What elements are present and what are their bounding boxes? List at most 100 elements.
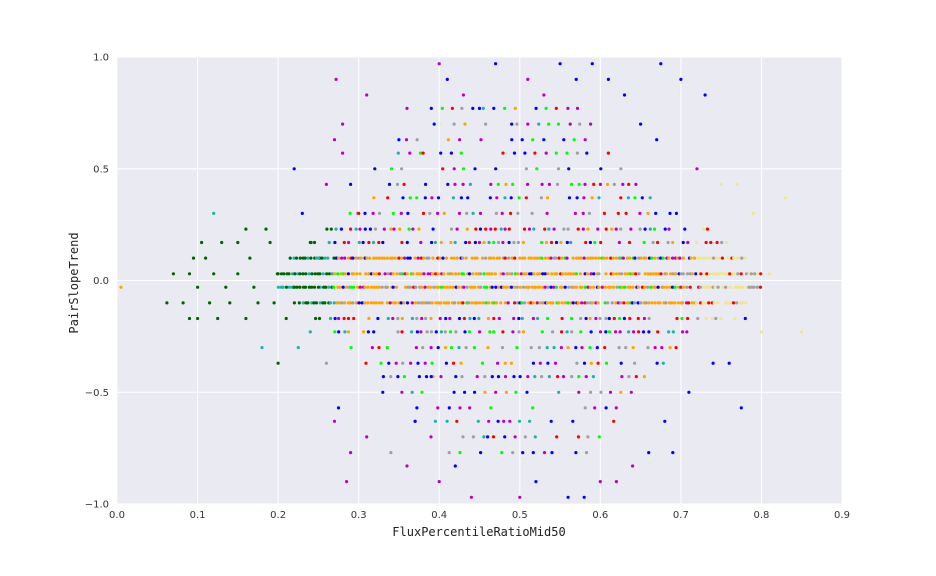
data-point: [567, 285, 571, 289]
data-point: [542, 93, 546, 97]
data-point: [639, 256, 643, 260]
data-point: [460, 106, 464, 110]
data-point: [507, 256, 511, 260]
data-point: [744, 301, 748, 305]
data-point: [417, 272, 421, 276]
data-point: [306, 301, 310, 305]
data-point: [400, 167, 404, 171]
data-point: [656, 285, 660, 289]
data-point: [566, 301, 570, 305]
data-point: [643, 227, 647, 231]
data-point: [365, 435, 369, 439]
data-point: [543, 285, 547, 289]
data-point: [503, 301, 508, 305]
data-point: [478, 330, 482, 334]
data-point: [509, 211, 513, 215]
data-point: [525, 390, 529, 394]
data-point: [482, 240, 486, 245]
data-point: [667, 227, 671, 231]
data-point: [400, 256, 404, 260]
data-point: [522, 227, 527, 231]
data-point: [566, 272, 571, 276]
data-point: [208, 301, 212, 305]
data-point: [638, 227, 642, 231]
data-point: [534, 106, 538, 110]
data-point: [367, 240, 371, 245]
data-point: [606, 151, 611, 155]
data-point: [633, 301, 637, 305]
data-point: [386, 316, 390, 321]
data-point: [584, 451, 589, 455]
data-point: [371, 240, 376, 245]
data-point: [443, 330, 447, 334]
data-point: [523, 301, 527, 305]
data-point: [369, 285, 374, 289]
data-point: [452, 122, 456, 126]
data-point: [510, 138, 514, 142]
data-point: [735, 256, 739, 260]
data-point: [621, 256, 625, 260]
data-point: [486, 435, 490, 439]
data-point: [204, 256, 208, 260]
data-point: [410, 330, 414, 334]
data-point: [492, 316, 496, 321]
data-point: [614, 227, 618, 231]
data-point: [372, 330, 376, 334]
data-point: [422, 301, 426, 305]
data-point: [712, 301, 716, 305]
data-point: [402, 301, 406, 305]
data-point: [544, 240, 549, 245]
data-point: [298, 285, 302, 289]
data-point: [357, 301, 361, 305]
data-point: [533, 256, 537, 260]
data-point: [619, 272, 624, 276]
data-point: [433, 419, 437, 423]
data-point: [427, 256, 431, 260]
data-point: [728, 272, 732, 276]
data-point: [622, 93, 627, 97]
data-point: [483, 390, 487, 394]
data-point: [397, 256, 401, 260]
data-point: [351, 272, 355, 276]
data-point: [391, 316, 395, 321]
data-point: [747, 272, 751, 276]
data-point: [541, 285, 545, 289]
data-point: [611, 272, 615, 276]
data-point: [492, 106, 496, 110]
data-point: [556, 167, 561, 171]
data-point: [461, 256, 465, 260]
data-point: [572, 138, 576, 142]
data-point: [464, 256, 468, 260]
data-point: [604, 406, 608, 410]
data-point: [545, 346, 549, 350]
data-point: [631, 272, 635, 276]
data-point: [716, 285, 720, 289]
data-point: [294, 256, 299, 260]
data-point: [617, 316, 622, 321]
data-point: [451, 285, 455, 289]
data-point: [347, 240, 351, 245]
data-point: [475, 256, 479, 260]
data-point: [726, 301, 730, 305]
data-point: [628, 272, 633, 276]
data-point: [638, 211, 642, 215]
data-point: [416, 256, 420, 260]
data-point: [343, 301, 347, 305]
data-point: [421, 211, 426, 215]
data-point: [589, 361, 593, 365]
data-point: [276, 272, 280, 276]
data-point: [424, 316, 428, 321]
data-point: [444, 346, 448, 350]
data-point: [735, 182, 739, 186]
data-point: [447, 406, 451, 410]
data-point: [212, 272, 216, 276]
data-point: [624, 346, 628, 350]
data-point: [287, 285, 291, 289]
data-point: [377, 256, 381, 260]
data-point: [341, 122, 345, 126]
data-point: [487, 301, 491, 305]
data-point: [617, 346, 621, 350]
data-point: [716, 301, 720, 305]
data-point: [310, 272, 314, 276]
data-point: [264, 227, 268, 231]
